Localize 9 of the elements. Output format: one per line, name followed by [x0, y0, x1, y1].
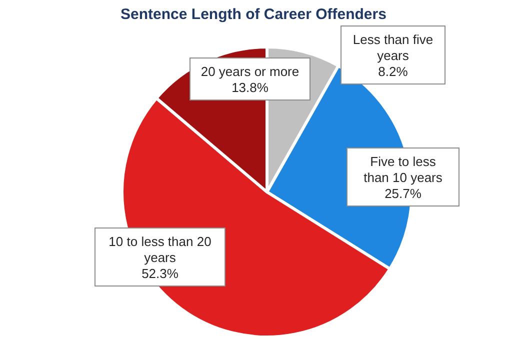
data-label: 13.8% — [232, 80, 269, 95]
slice-label: Five to less than 10 years — [364, 154, 443, 185]
slice-label: 10 to less than 20 years — [108, 234, 212, 265]
data-label: 25.7% — [384, 186, 422, 201]
slice-label: 20 years or more — [200, 64, 300, 79]
chart-title: Sentence Length of Career Offenders — [120, 6, 386, 23]
slice-label: Less than five years — [352, 32, 434, 63]
data-label: 52.3% — [142, 266, 179, 281]
data-label: 8.2% — [378, 64, 408, 79]
